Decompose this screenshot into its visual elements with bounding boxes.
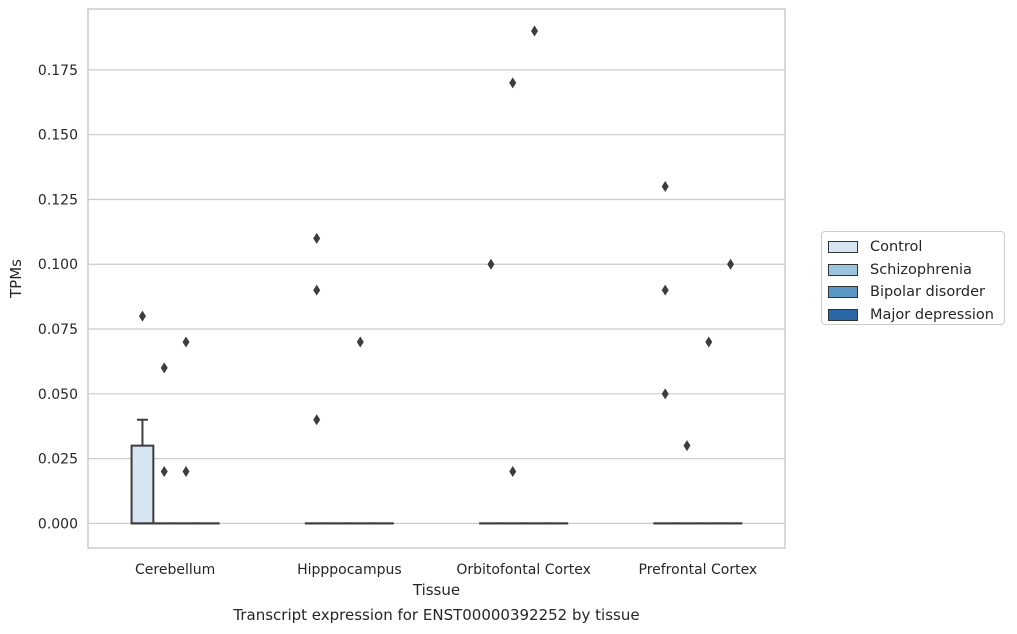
legend-item: Major depression xyxy=(828,304,1004,327)
chart-legend: Control Schizophrenia Bipolar disorder M… xyxy=(821,231,1005,325)
y-tick-label: 0.075 xyxy=(38,322,78,338)
y-tick-label: 0.100 xyxy=(38,257,78,273)
legend-item: Bipolar disorder xyxy=(828,281,1004,304)
outlier-point xyxy=(138,310,146,322)
x-tick-label: Cerebellum xyxy=(135,562,215,578)
plot-frame xyxy=(87,8,786,549)
legend-swatch-bipolar-disorder xyxy=(828,286,858,299)
box xyxy=(130,444,155,525)
y-tick-labels: 0.000 0.025 0.050 0.075 0.100 0.125 0.150 0.175 xyxy=(38,63,78,532)
outlier-point xyxy=(509,77,517,89)
outlier-point xyxy=(727,258,735,270)
outlier-point xyxy=(313,232,321,244)
outlier-point xyxy=(160,362,168,374)
legend-label: Bipolar disorder xyxy=(870,284,985,301)
outlier-point xyxy=(661,181,669,193)
outlier-point xyxy=(487,258,495,270)
y-axis-label: TPMs xyxy=(7,259,25,299)
outlier-point xyxy=(356,336,364,348)
y-tick-label: 0.175 xyxy=(38,63,78,79)
outlier-point xyxy=(705,336,713,348)
outlier-point xyxy=(160,466,168,478)
outlier-point xyxy=(313,284,321,296)
x-axis-label: Tissue xyxy=(412,581,460,599)
outlier-point xyxy=(182,336,190,348)
legend-swatch-schizophrenia xyxy=(828,263,858,276)
outlier-point xyxy=(313,414,321,426)
legend-item: Control xyxy=(828,236,1004,259)
legend-label: Schizophrenia xyxy=(870,261,972,278)
box-plot-boxes xyxy=(130,418,743,525)
chart-caption: Transcript expression for ENST0000039225… xyxy=(233,606,640,624)
outlier-point xyxy=(683,440,691,452)
x-tick-label: Orbitofontal Cortex xyxy=(456,562,591,578)
x-tick-label: Prefrontal Cortex xyxy=(639,562,758,578)
x-tick-label: Hipppocampus xyxy=(297,562,402,578)
legend-label: Major depression xyxy=(870,307,994,324)
outlier-point xyxy=(661,284,669,296)
outlier-point xyxy=(182,466,190,478)
gridlines xyxy=(88,69,785,524)
outlier-point xyxy=(509,466,517,478)
legend-label: Control xyxy=(870,239,923,256)
y-tick-label: 0.025 xyxy=(38,452,78,468)
legend-item: Schizophrenia xyxy=(828,259,1004,282)
legend-swatch-control xyxy=(828,241,858,254)
legend-swatch-major-depression xyxy=(828,309,858,322)
y-tick-label: 0.050 xyxy=(38,387,78,403)
outlier-point xyxy=(531,25,539,37)
y-tick-label: 0.125 xyxy=(38,192,78,208)
outlier-point xyxy=(661,388,669,400)
x-tick-labels: Cerebellum Hipppocampus Orbitofontal Corte… xyxy=(135,562,757,578)
y-tick-label: 0.000 xyxy=(38,516,78,532)
y-tick-label: 0.150 xyxy=(38,128,78,144)
outlier-markers xyxy=(138,25,735,478)
